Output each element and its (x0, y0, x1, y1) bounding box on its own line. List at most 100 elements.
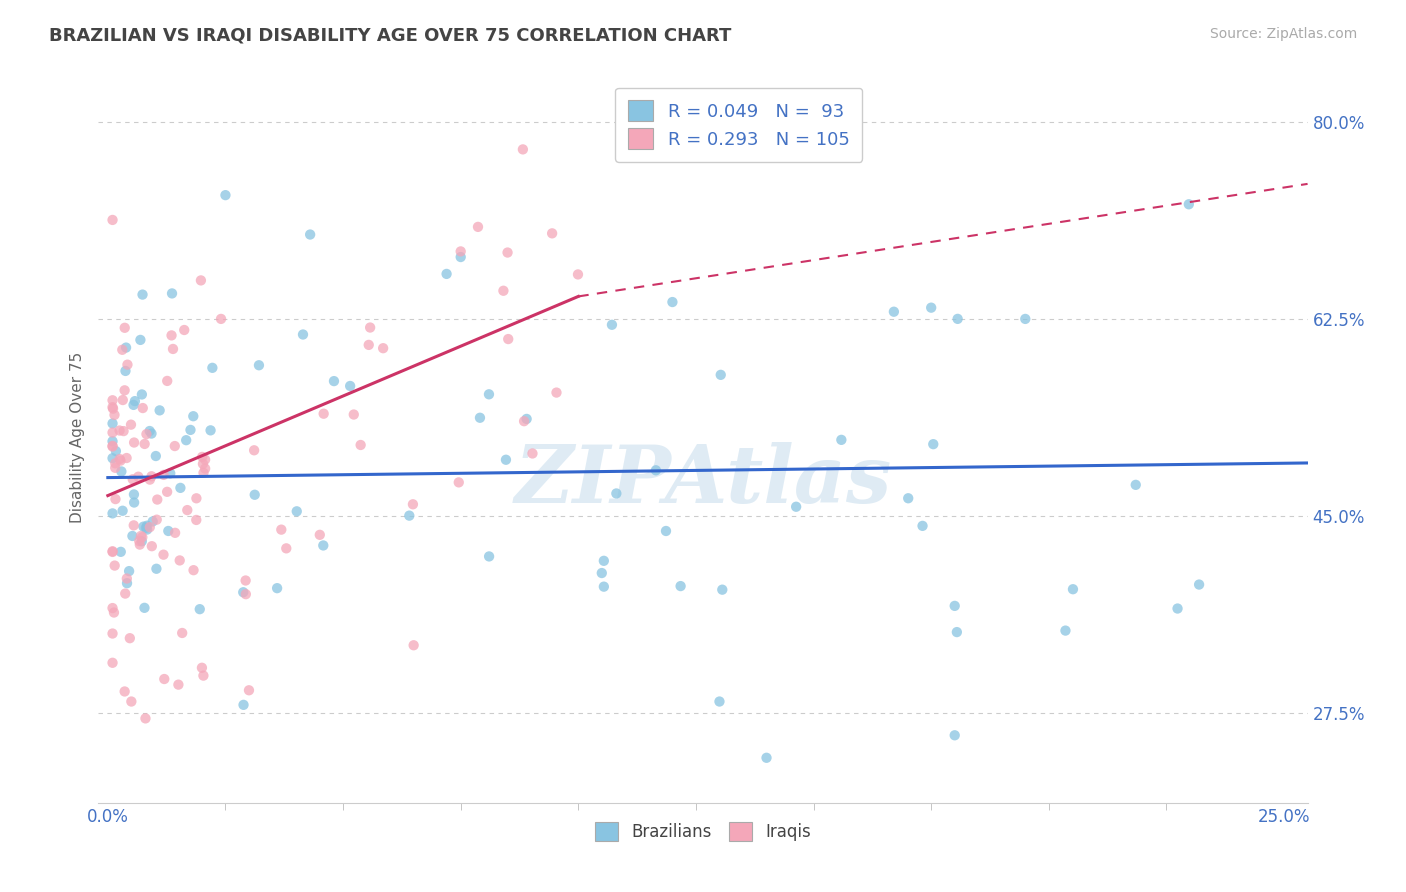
Point (323, 374, 346, 388)
Point (492, 284, 515, 298)
Point (191, 450, 214, 464)
Point (118, 564, 141, 578)
Point (447, 475, 470, 490)
Point (110, 465, 132, 479)
Point (357, 338, 380, 352)
Point (122, 518, 145, 533)
Point (247, 358, 270, 372)
Point (266, 581, 288, 595)
Point (101, 400, 124, 414)
Point (108, 424, 131, 438)
Point (176, 503, 198, 517)
Point (132, 519, 155, 533)
Point (546, 385, 568, 400)
Point (946, 311, 969, 326)
Point (135, 427, 157, 442)
Text: Source: ZipAtlas.com: Source: ZipAtlas.com (1209, 27, 1357, 41)
Point (114, 586, 136, 600)
Point (467, 219, 489, 234)
Point (183, 563, 205, 577)
Point (127, 469, 149, 483)
Point (1178, 197, 1201, 211)
Point (669, 579, 692, 593)
Point (110, 453, 132, 467)
Point (114, 320, 136, 334)
Point (201, 360, 224, 375)
Point (402, 497, 425, 511)
Point (101, 439, 124, 453)
Point (101, 440, 124, 454)
Point (181, 409, 204, 424)
Point (513, 414, 536, 428)
Point (115, 341, 138, 355)
Point (101, 626, 124, 640)
Point (194, 461, 217, 475)
Point (911, 519, 934, 533)
Point (134, 437, 156, 451)
Point (186, 513, 208, 527)
Point (897, 491, 920, 506)
Point (153, 672, 176, 686)
Point (343, 408, 366, 422)
Point (276, 541, 298, 556)
Point (145, 513, 167, 527)
Point (883, 304, 905, 318)
Point (141, 469, 163, 483)
Point (711, 582, 734, 597)
Point (136, 523, 159, 537)
Point (101, 451, 124, 466)
Point (114, 364, 136, 378)
Point (567, 268, 589, 282)
Point (312, 539, 335, 553)
Point (101, 213, 124, 227)
Point (1188, 577, 1211, 591)
Point (496, 245, 519, 260)
Point (1062, 582, 1084, 597)
Point (232, 698, 254, 712)
Legend: R = 0.049   N =  93, R = 0.293   N = 105: R = 0.049 N = 93, R = 0.293 N = 105 (616, 87, 862, 162)
Point (450, 250, 472, 264)
Point (496, 332, 519, 346)
Point (122, 435, 145, 450)
Point (193, 668, 215, 682)
Point (134, 600, 156, 615)
Point (167, 678, 190, 692)
Point (136, 518, 159, 533)
Point (339, 379, 361, 393)
Point (128, 538, 150, 552)
Point (104, 444, 127, 458)
Point (139, 473, 162, 487)
Point (131, 287, 153, 301)
Point (191, 661, 214, 675)
Point (121, 472, 143, 486)
Point (292, 327, 315, 342)
Point (149, 403, 172, 417)
Point (1054, 624, 1077, 638)
Point (200, 423, 222, 437)
Point (1014, 312, 1036, 326)
Point (169, 481, 191, 495)
Point (373, 341, 395, 355)
Point (101, 417, 124, 431)
Point (1167, 601, 1189, 615)
Point (522, 446, 544, 460)
Point (131, 530, 153, 544)
Point (710, 368, 733, 382)
Point (235, 574, 257, 588)
Point (152, 467, 174, 482)
Point (115, 576, 138, 591)
Point (450, 244, 472, 259)
Point (159, 467, 181, 481)
Point (946, 625, 969, 640)
Point (101, 434, 124, 449)
Point (943, 728, 966, 742)
Point (709, 694, 731, 708)
Point (188, 602, 211, 616)
Point (478, 387, 501, 401)
Point (103, 606, 125, 620)
Point (120, 694, 142, 708)
Point (146, 492, 169, 507)
Point (495, 452, 517, 467)
Point (139, 520, 162, 534)
Point (193, 466, 215, 480)
